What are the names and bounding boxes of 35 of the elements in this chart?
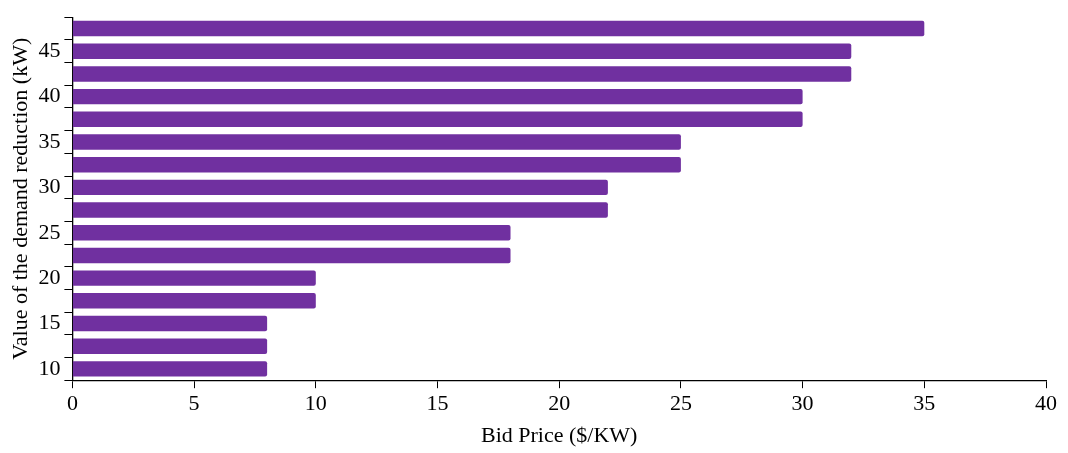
- x-tick-label: 25: [669, 390, 692, 416]
- y-tick-label: 10: [38, 354, 61, 380]
- bar: [72, 293, 316, 309]
- y-tick-label: 15: [38, 309, 61, 335]
- bar: [72, 111, 803, 128]
- bar: [72, 43, 852, 59]
- x-axis-title: Bid Price ($/KW): [481, 421, 638, 447]
- bar: [72, 202, 608, 218]
- bar: [72, 225, 511, 241]
- x-tick-label: 20: [548, 390, 571, 416]
- x-tick-label: 10: [304, 390, 327, 416]
- y-axis-title: Value of the demand reduction (kW): [6, 37, 32, 360]
- bar: [72, 156, 681, 173]
- bar: [72, 315, 268, 332]
- bar: [72, 134, 681, 150]
- y-tick-label: 35: [38, 127, 61, 153]
- bar: [72, 66, 852, 82]
- x-tick-label: 15: [426, 390, 449, 416]
- bar: [72, 338, 268, 354]
- bar: [72, 270, 316, 286]
- y-tick-label: 25: [38, 218, 61, 244]
- y-tick-label: 20: [38, 263, 61, 289]
- bar: [72, 247, 511, 264]
- x-tick-label: 30: [791, 390, 814, 416]
- x-tick-label: 5: [188, 390, 200, 416]
- y-tick-label: 45: [38, 37, 61, 63]
- y-tick-label: 30: [38, 173, 61, 199]
- bar: [72, 179, 608, 196]
- bar: [72, 361, 268, 377]
- x-tick-label: 40: [1035, 390, 1057, 416]
- x-tick-label: 35: [913, 390, 936, 416]
- bar: [72, 88, 803, 105]
- bar: [72, 20, 925, 37]
- x-tick-label: 0: [66, 390, 78, 416]
- y-tick-label: 40: [38, 82, 61, 108]
